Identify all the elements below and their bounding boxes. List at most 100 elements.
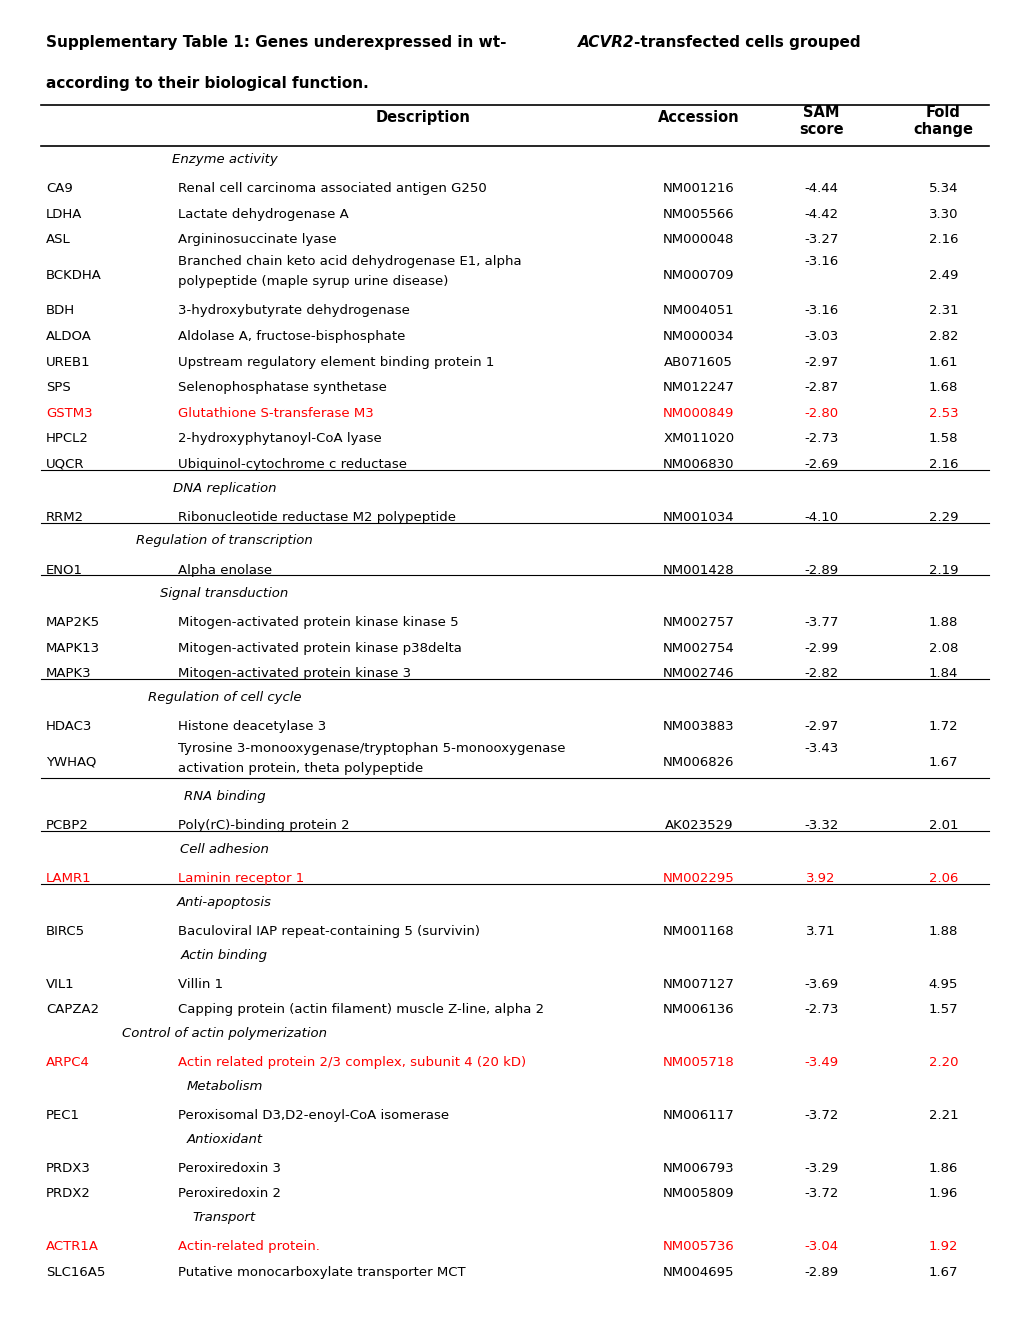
Text: LAMR1: LAMR1 (46, 871, 92, 884)
Text: -2.97: -2.97 (803, 721, 838, 734)
Text: Branched chain keto acid dehydrogenase E1, alpha: Branched chain keto acid dehydrogenase E… (178, 255, 522, 268)
Text: Description: Description (375, 110, 471, 125)
Text: ARPC4: ARPC4 (46, 1056, 90, 1069)
Text: -3.04: -3.04 (803, 1241, 838, 1253)
Text: change: change (913, 121, 972, 137)
Text: NM006117: NM006117 (662, 1109, 734, 1122)
Text: Putative monocarboxylate transporter MCT: Putative monocarboxylate transporter MCT (178, 1266, 466, 1279)
Text: -3.29: -3.29 (803, 1162, 838, 1175)
Text: Regulation of transcription: Regulation of transcription (136, 535, 313, 548)
Text: NM005736: NM005736 (662, 1241, 734, 1253)
Text: -3.27: -3.27 (803, 234, 838, 247)
Text: polypeptide (maple syrup urine disease): polypeptide (maple syrup urine disease) (178, 275, 448, 288)
Text: 2.49: 2.49 (928, 269, 957, 282)
Text: 1.61: 1.61 (928, 355, 957, 368)
Text: RRM2: RRM2 (46, 511, 84, 524)
Text: 4.95: 4.95 (928, 978, 957, 990)
Text: -3.72: -3.72 (803, 1109, 838, 1122)
Text: Renal cell carcinoma associated antigen G250: Renal cell carcinoma associated antigen … (178, 182, 487, 195)
Text: 5.34: 5.34 (928, 182, 957, 195)
Text: CA9: CA9 (46, 182, 72, 195)
Text: -2.97: -2.97 (803, 355, 838, 368)
Text: 1.86: 1.86 (928, 1162, 957, 1175)
Text: 2.20: 2.20 (928, 1056, 957, 1069)
Text: 1.67: 1.67 (928, 756, 957, 770)
Text: Baculoviral IAP repeat-containing 5 (survivin): Baculoviral IAP repeat-containing 5 (sur… (178, 925, 480, 937)
Text: Cell adhesion: Cell adhesion (179, 842, 269, 855)
Text: Signal transduction: Signal transduction (160, 587, 288, 601)
Text: AB071605: AB071605 (663, 355, 733, 368)
Text: NM005566: NM005566 (662, 207, 734, 220)
Text: 1.92: 1.92 (928, 1241, 957, 1253)
Text: UREB1: UREB1 (46, 355, 91, 368)
Text: Metabolism: Metabolism (186, 1080, 262, 1093)
Text: Tyrosine 3-monooxygenase/tryptophan 5-monooxygenase: Tyrosine 3-monooxygenase/tryptophan 5-mo… (178, 742, 566, 755)
Text: 2.01: 2.01 (928, 818, 957, 832)
Text: 2.29: 2.29 (928, 511, 957, 524)
Text: Anti-apoptosis: Anti-apoptosis (176, 895, 272, 908)
Text: NM000048: NM000048 (662, 234, 734, 247)
Text: Actin related protein 2/3 complex, subunit 4 (20 kD): Actin related protein 2/3 complex, subun… (178, 1056, 526, 1069)
Text: RNA binding: RNA binding (183, 789, 265, 803)
Text: NM004051: NM004051 (662, 305, 734, 318)
Text: -3.32: -3.32 (803, 818, 838, 832)
Text: Peroxiredoxin 3: Peroxiredoxin 3 (178, 1162, 281, 1175)
Text: Glutathione S-transferase M3: Glutathione S-transferase M3 (178, 407, 374, 420)
Text: -2.89: -2.89 (803, 1266, 838, 1279)
Text: 3-hydroxybutyrate dehydrogenase: 3-hydroxybutyrate dehydrogenase (178, 305, 410, 318)
Text: -3.77: -3.77 (803, 616, 838, 630)
Text: -2.73: -2.73 (803, 432, 838, 445)
Text: SPS: SPS (46, 381, 70, 395)
Text: NM004695: NM004695 (662, 1266, 734, 1279)
Text: -2.80: -2.80 (803, 407, 838, 420)
Text: -transfected cells grouped: -transfected cells grouped (634, 36, 860, 50)
Text: Regulation of cell cycle: Regulation of cell cycle (148, 692, 301, 705)
Text: Alpha enolase: Alpha enolase (178, 564, 272, 577)
Text: Selenophosphatase synthetase: Selenophosphatase synthetase (178, 381, 387, 395)
Text: 1.67: 1.67 (928, 1266, 957, 1279)
Text: ASL: ASL (46, 234, 70, 247)
Text: CAPZA2: CAPZA2 (46, 1003, 99, 1016)
Text: 3.71: 3.71 (805, 925, 836, 937)
Text: Antioxidant: Antioxidant (186, 1133, 262, 1146)
Text: NM002754: NM002754 (662, 642, 734, 655)
Text: 2.06: 2.06 (928, 871, 957, 884)
Text: Ubiquinol-cytochrome c reductase: Ubiquinol-cytochrome c reductase (178, 458, 408, 471)
Text: Poly(rC)-binding protein 2: Poly(rC)-binding protein 2 (178, 818, 350, 832)
Text: 2.31: 2.31 (927, 305, 958, 318)
Text: Actin-related protein.: Actin-related protein. (178, 1241, 320, 1253)
Text: NM000709: NM000709 (662, 269, 734, 282)
Text: NM002746: NM002746 (662, 668, 734, 681)
Text: 1.88: 1.88 (928, 616, 957, 630)
Text: 2.08: 2.08 (928, 642, 957, 655)
Text: according to their biological function.: according to their biological function. (46, 77, 368, 91)
Text: Mitogen-activated protein kinase p38delta: Mitogen-activated protein kinase p38delt… (178, 642, 462, 655)
Text: MAP2K5: MAP2K5 (46, 616, 100, 630)
Text: Control of actin polymerization: Control of actin polymerization (122, 1027, 326, 1040)
Text: Ribonucleotide reductase M2 polypeptide: Ribonucleotide reductase M2 polypeptide (178, 511, 457, 524)
Text: XM011020: XM011020 (662, 432, 734, 445)
Text: NM012247: NM012247 (662, 381, 734, 395)
Text: -4.10: -4.10 (803, 511, 838, 524)
Text: NM001216: NM001216 (662, 182, 734, 195)
Text: 2.19: 2.19 (928, 564, 957, 577)
Text: NM001034: NM001034 (662, 511, 734, 524)
Text: SAM: SAM (802, 106, 839, 120)
Text: NM006136: NM006136 (662, 1003, 734, 1016)
Text: ENO1: ENO1 (46, 564, 83, 577)
Text: 2.16: 2.16 (928, 458, 957, 471)
Text: Histone deacetylase 3: Histone deacetylase 3 (178, 721, 326, 734)
Text: Actin binding: Actin binding (180, 949, 268, 961)
Text: YWHAQ: YWHAQ (46, 756, 96, 770)
Text: NM000849: NM000849 (662, 407, 734, 420)
Text: MAPK13: MAPK13 (46, 642, 100, 655)
Text: -4.42: -4.42 (803, 207, 838, 220)
Text: Laminin receptor 1: Laminin receptor 1 (178, 871, 305, 884)
Text: 3.92: 3.92 (806, 871, 835, 884)
Text: VIL1: VIL1 (46, 978, 74, 990)
Text: ALDOA: ALDOA (46, 330, 92, 343)
Text: Lactate dehydrogenase A: Lactate dehydrogenase A (178, 207, 348, 220)
Text: AK023529: AK023529 (663, 818, 733, 832)
Text: Supplementary Table 1: Genes underexpressed in wt-: Supplementary Table 1: Genes underexpres… (46, 36, 505, 50)
Text: Upstream regulatory element binding protein 1: Upstream regulatory element binding prot… (178, 355, 494, 368)
